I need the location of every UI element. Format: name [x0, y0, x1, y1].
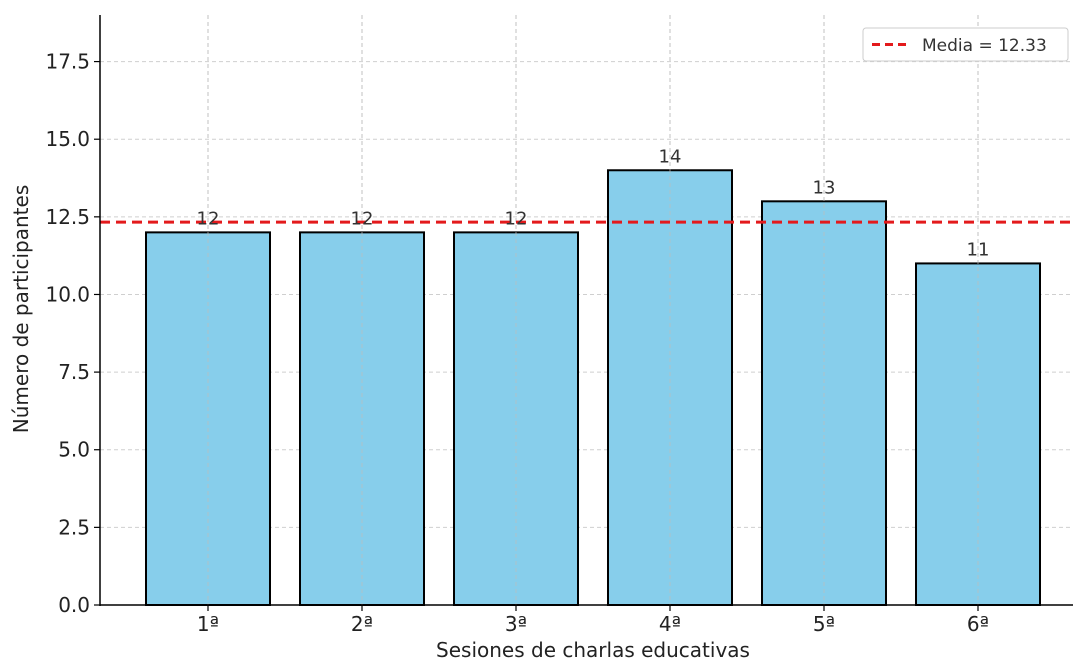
- data-label: 12: [197, 208, 220, 229]
- y-tick-label: 12.5: [45, 205, 90, 229]
- axes-layer: [99, 15, 1073, 606]
- y-axis-title: Número de participantes: [9, 185, 33, 433]
- x-tick-label: 5ª: [813, 612, 835, 636]
- y-tick-label: 10.0: [45, 282, 90, 306]
- ticks-layer: 0.0 2.5 5.0 7.5 10.0 12.5 15.0 17.5 1ª 2ª 3ª 4ª 5ª 6ª: [45, 50, 989, 636]
- x-axis-title: Sesiones de charlas educativas: [436, 638, 750, 662]
- x-tick-label: 6ª: [967, 612, 989, 636]
- y-tick-label: 15.0: [45, 127, 90, 151]
- bar: [915, 262, 1041, 606]
- legend-box: [862, 27, 1069, 62]
- y-tick-label: 7.5: [58, 360, 90, 384]
- data-labels-layer: 12 12 12 14 13 11: [197, 146, 990, 260]
- y-tick-label: 0.0: [58, 593, 90, 617]
- data-label: 13: [813, 177, 836, 198]
- y-tick-label: 17.5: [45, 50, 90, 74]
- data-label: 12: [505, 208, 528, 229]
- y-tick-label: 5.0: [58, 438, 90, 462]
- x-tick-label: 1ª: [197, 612, 219, 636]
- bars-layer: [145, 169, 1041, 607]
- y-tick-label: 2.5: [58, 515, 90, 539]
- data-label: 11: [967, 239, 990, 260]
- data-label: 14: [659, 146, 682, 167]
- x-tick-label: 4ª: [659, 612, 681, 636]
- data-label: 12: [351, 208, 374, 229]
- legend-mean-label: Media = 12.33: [922, 36, 1047, 56]
- x-tick-label: 3ª: [505, 612, 527, 636]
- x-tick-label: 2ª: [351, 612, 373, 636]
- legend: Media = 12.33: [862, 27, 1069, 62]
